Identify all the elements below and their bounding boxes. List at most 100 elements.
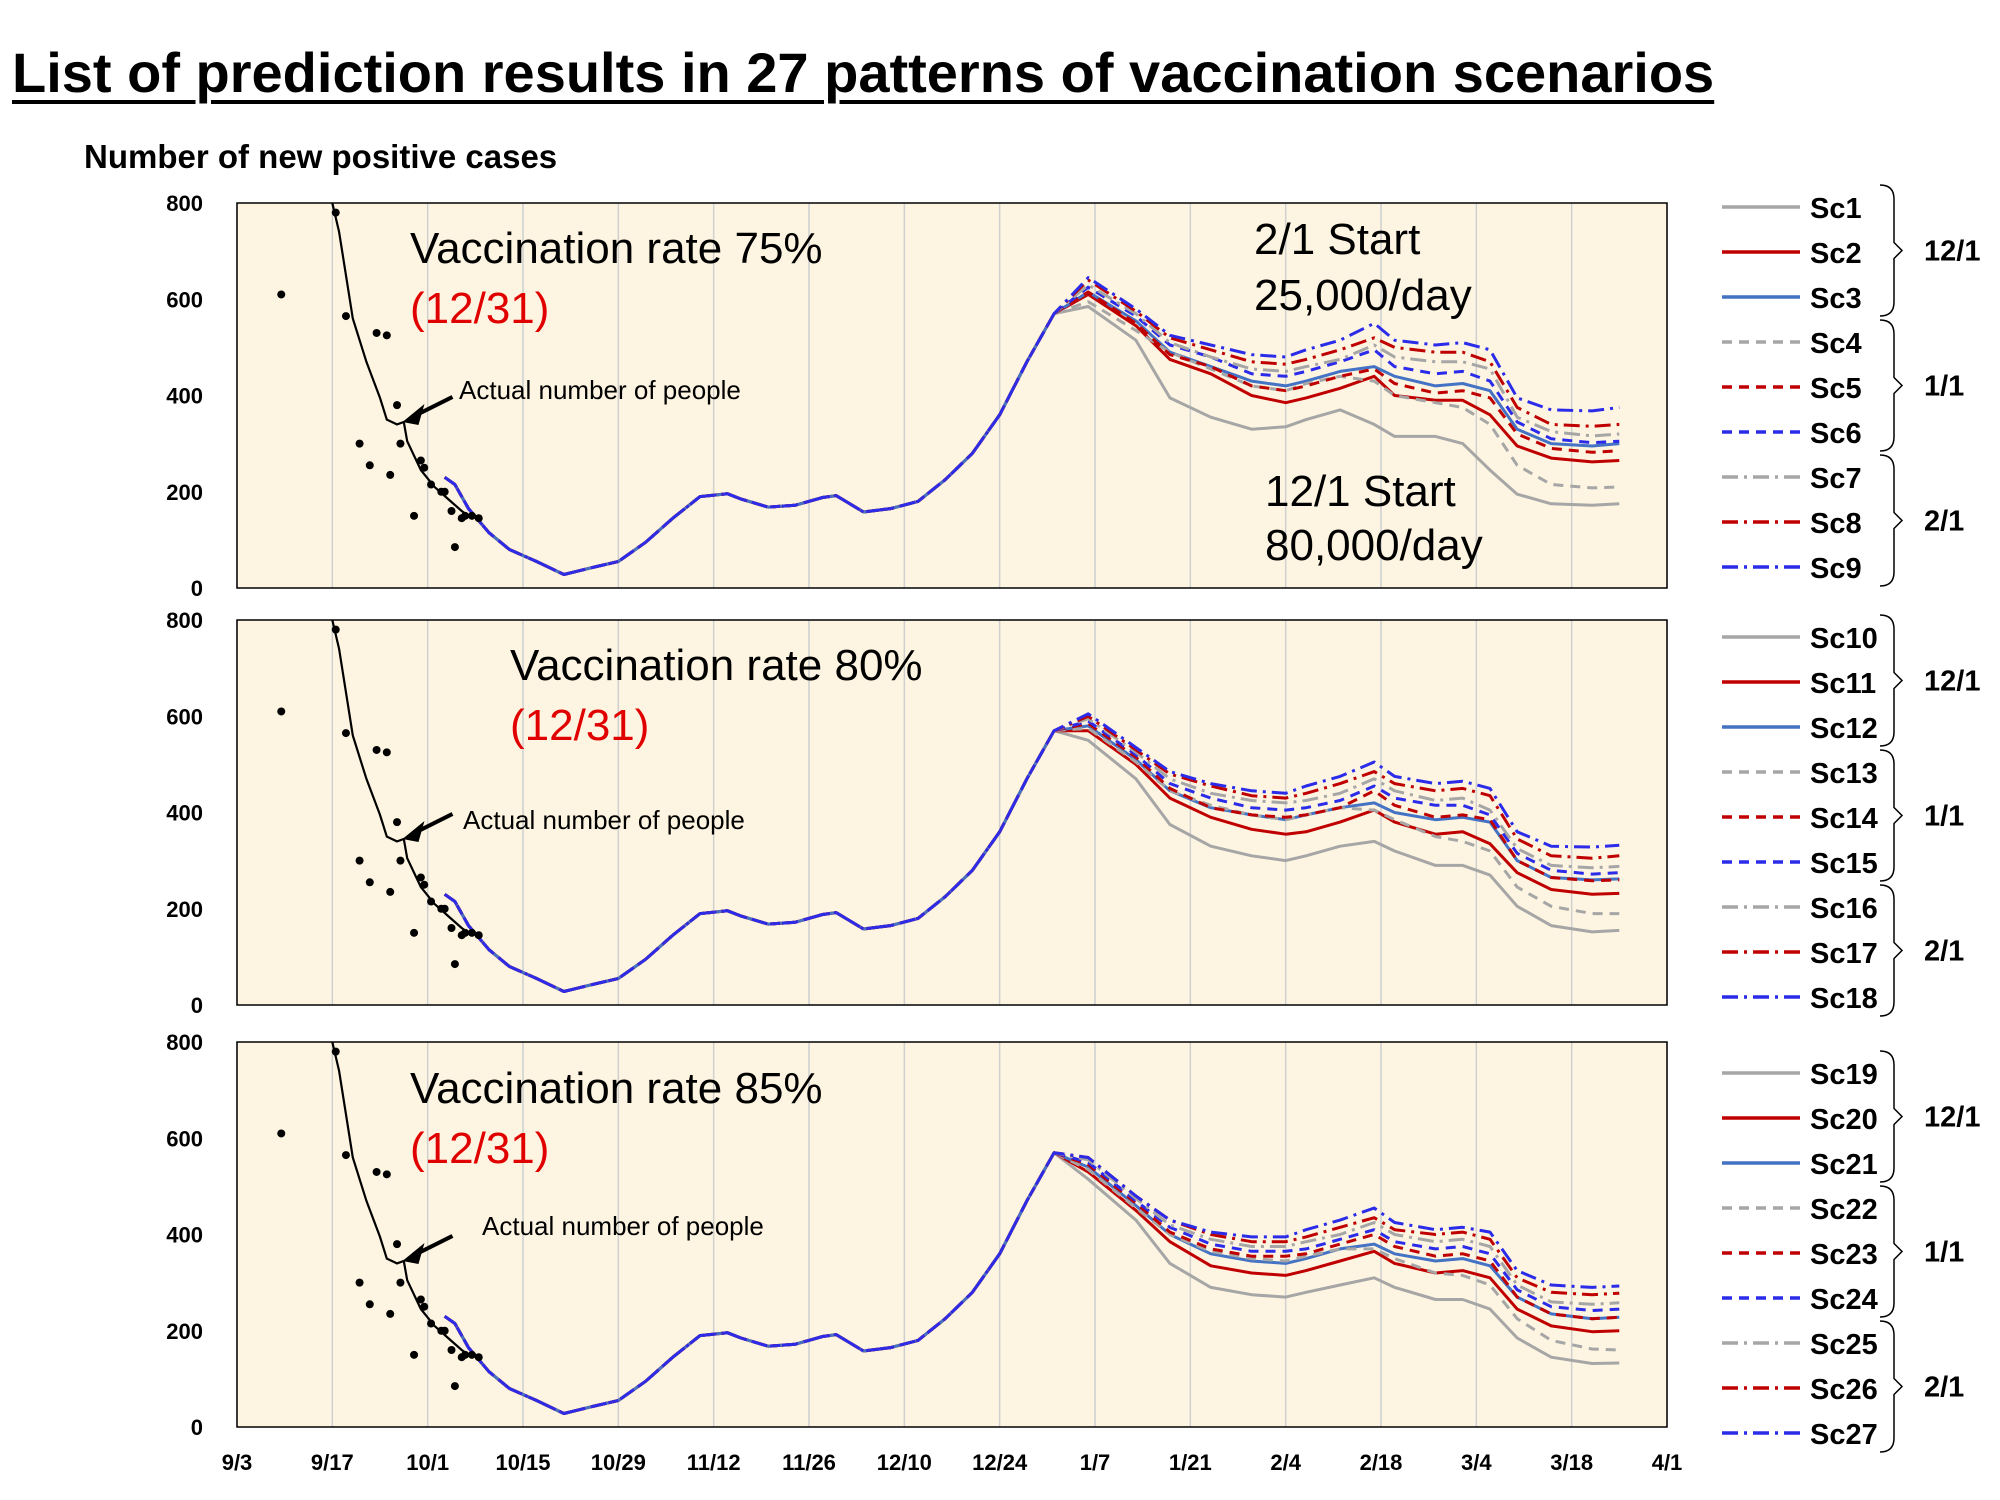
actual-data-point [382, 1170, 391, 1179]
group-label: 1/1 [1924, 371, 1964, 403]
actual-data-point [277, 290, 286, 299]
y-tick-label: 800 [166, 191, 203, 216]
rate-date-label: (12/31) [410, 1124, 549, 1173]
actual-data-point [467, 511, 476, 520]
actual-data-point [427, 480, 436, 489]
actual-number-label: Actual number of people [463, 805, 745, 835]
rate-date-label: (12/31) [410, 284, 549, 333]
actual-data-point [416, 456, 425, 465]
y-tick-label: 400 [166, 384, 203, 409]
plot-frame [236, 202, 1668, 589]
y-tick-label: 0 [191, 1415, 203, 1440]
actual-data-point [355, 1278, 364, 1287]
start-note-12-1: 12/1 Start [1265, 467, 1456, 516]
actual-data-point [450, 1382, 459, 1391]
arrow-head-icon [402, 403, 425, 425]
x-tick-label: 10/1 [406, 1450, 449, 1475]
actual-data-point [331, 208, 340, 217]
actual-data-point [277, 707, 286, 716]
y-tick-label: 200 [166, 1319, 203, 1344]
actual-data-point [467, 928, 476, 937]
legend-label-sc26: Sc26 [1810, 1374, 1878, 1406]
actual-data-point [382, 748, 391, 757]
group-brace [1879, 1185, 1904, 1318]
actual-data-point [450, 960, 459, 969]
actual-data-point [396, 1278, 405, 1287]
legend-label-sc19: Sc19 [1810, 1059, 1878, 1091]
legend-label-sc3: Sc3 [1810, 283, 1862, 315]
actual-data-point [365, 1300, 374, 1309]
legend-label-sc18: Sc18 [1810, 983, 1878, 1015]
x-tick-label: 11/12 [687, 1450, 741, 1475]
chart-panel-1: 0 200 400 600 800 Vaccination rate 75% (12/31)… [166, 191, 1668, 601]
actual-data-point [461, 1350, 470, 1359]
group-brace [1879, 614, 1904, 747]
actual-data-point [416, 873, 425, 882]
x-tick-label: 2/4 [1270, 1450, 1301, 1475]
legend: Sc1 Sc2 Sc3 Sc4 Sc5 Sc6 Sc7 Sc8 Sc9 12/1 1/1 2/1 Sc1… [1722, 184, 1980, 1453]
actual-data-point [372, 328, 381, 337]
x-tick-label: 10/29 [591, 1450, 646, 1475]
actual-data-point [372, 1167, 381, 1176]
y-tick-label: 600 [166, 704, 203, 729]
legend-label-sc24: Sc24 [1810, 1284, 1878, 1316]
actual-data-point [420, 463, 429, 472]
legend-label-sc17: Sc17 [1810, 938, 1878, 970]
plot-frame [236, 1041, 1668, 1428]
x-tick-label: 1/21 [1169, 1450, 1212, 1475]
group-label: 12/1 [1924, 236, 1980, 268]
plot-background [237, 620, 1667, 1005]
actual-number-label: Actual number of people [459, 375, 741, 405]
actual-data-point [410, 1350, 419, 1359]
rate-note-12-1: 80,000/day [1265, 521, 1483, 570]
legend-label-sc6: Sc6 [1810, 418, 1862, 450]
actual-data-point [393, 818, 402, 827]
arrow-head-icon [402, 1242, 425, 1264]
legend-label-sc27: Sc27 [1810, 1419, 1878, 1451]
x-tick-label: 11/26 [782, 1450, 836, 1475]
actual-data-point [355, 439, 364, 448]
actual-data-point [277, 1129, 286, 1138]
rate-note-2-1: 25,000/day [1254, 271, 1472, 320]
actual-data-point [450, 543, 459, 552]
actual-data-point [474, 931, 483, 940]
y-tick-label: 0 [191, 576, 203, 601]
actual-data-point [393, 1240, 402, 1249]
x-tick-label: 9/17 [311, 1450, 354, 1475]
legend-label-sc4: Sc4 [1810, 328, 1862, 360]
group-brace [1879, 319, 1904, 452]
actual-data-point [365, 461, 374, 470]
x-tick-label: 10/15 [495, 1450, 550, 1475]
actual-data-point [396, 856, 405, 865]
actual-data-point [386, 1309, 395, 1318]
plot-area [277, 620, 1620, 993]
actual-data-point [420, 1302, 429, 1311]
group-brace [1879, 749, 1904, 882]
legend-label-sc2: Sc2 [1810, 238, 1862, 270]
actual-data-point [440, 1326, 449, 1335]
actual-data-point [386, 887, 395, 896]
x-tick-label: 3/18 [1550, 1450, 1593, 1475]
legend-label-sc10: Sc10 [1810, 623, 1878, 655]
legend-label-sc22: Sc22 [1810, 1194, 1878, 1226]
actual-data-point [386, 470, 395, 479]
group-label: 1/1 [1924, 801, 1964, 833]
plot-area [277, 203, 1620, 576]
page-title: List of prediction results in 27 pattern… [12, 41, 1715, 104]
x-tick-label: 4/1 [1652, 1450, 1683, 1475]
actual-data-point [440, 904, 449, 913]
rate-date-label: (12/31) [510, 701, 649, 750]
y-tick-label: 600 [166, 287, 203, 312]
group-label: 1/1 [1924, 1237, 1964, 1269]
vaccination-rate-label: Vaccination rate 85% [410, 1064, 823, 1113]
actual-data-point [331, 1047, 340, 1056]
actual-data-point [416, 1295, 425, 1304]
actual-data-point [427, 897, 436, 906]
plot-area [277, 1042, 1620, 1415]
group-brace [1879, 454, 1904, 587]
y-tick-label: 800 [166, 1030, 203, 1055]
legend-label-sc7: Sc7 [1810, 463, 1862, 495]
actual-data-point [447, 507, 456, 515]
y-tick-label: 400 [166, 801, 203, 826]
actual-data-point [410, 928, 419, 937]
